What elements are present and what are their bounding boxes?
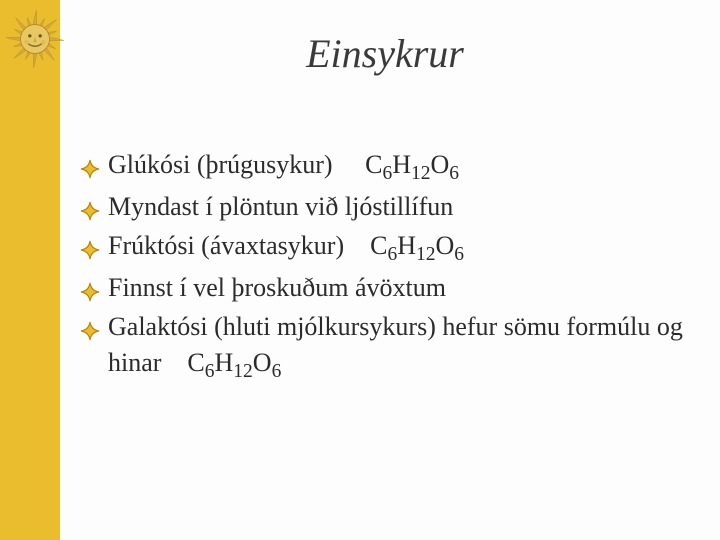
bullet-text: Myndast í plöntun við ljóstillífun (108, 189, 690, 225)
bullet-star-icon (80, 315, 102, 337)
bullet-text: Frúktósi (ávaxtasykur) C6H12O6 (108, 228, 690, 268)
bullet-star-icon (80, 234, 102, 256)
bullet-item: Glúkósi (þrúgusykur) C6H12O6 (80, 147, 690, 187)
bullet-text: Finnst í vel þroskuðum ávöxtum (108, 270, 690, 306)
bullet-list: Glúkósi (þrúgusykur) C6H12O6 Myndast í p… (80, 147, 690, 386)
bullet-star-icon (80, 195, 102, 217)
bullet-star-icon (80, 276, 102, 298)
slide-title: Einsykrur (80, 30, 690, 77)
slide: Einsykrur Glúkósi (þrúgusykur) C6H12O6 M… (0, 0, 720, 540)
bullet-text: Glúkósi (þrúgusykur) C6H12O6 (108, 147, 690, 187)
bullet-item: Galaktósi (hluti mjólkursykurs) hefur sö… (80, 309, 690, 386)
left-sidebar (0, 0, 60, 540)
bullet-item: Frúktósi (ávaxtasykur) C6H12O6 (80, 228, 690, 268)
bullet-star-icon (80, 153, 102, 175)
content-area: Einsykrur Glúkósi (þrúgusykur) C6H12O6 M… (60, 0, 720, 540)
sun-icon (4, 8, 66, 70)
bullet-item: Myndast í plöntun við ljóstillífun (80, 189, 690, 225)
bullet-item: Finnst í vel þroskuðum ávöxtum (80, 270, 690, 306)
bullet-text: Galaktósi (hluti mjólkursykurs) hefur sö… (108, 309, 690, 386)
